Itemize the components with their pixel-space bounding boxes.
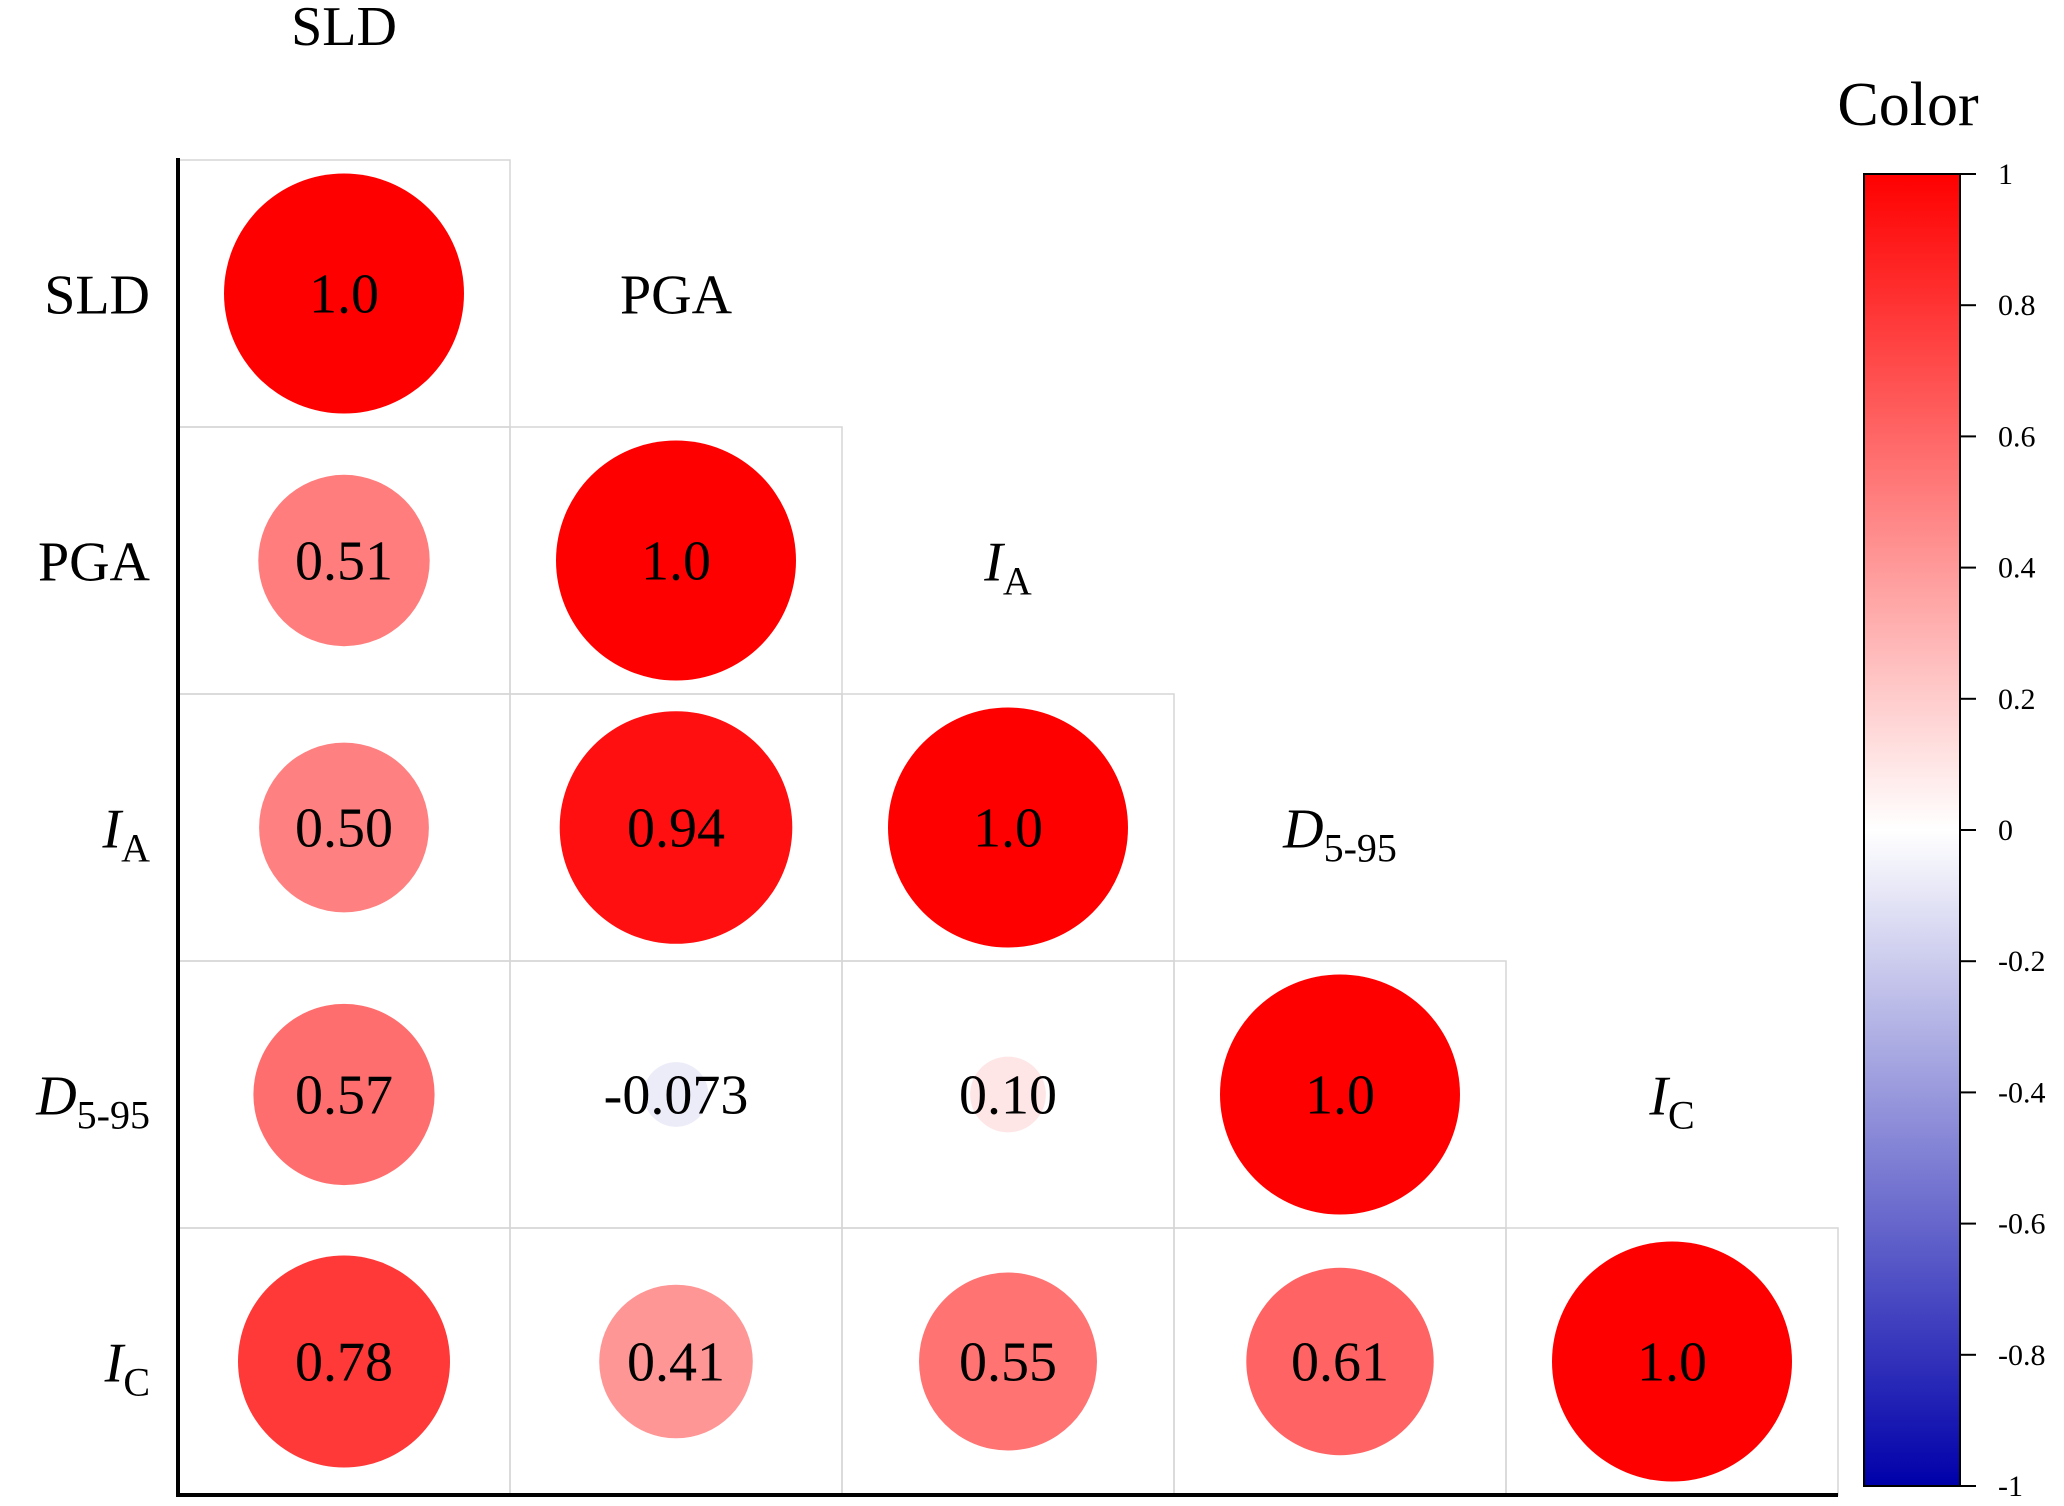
correlation-value: 0.55 bbox=[959, 1332, 1057, 1394]
colorbar-tick-label: -0.8 bbox=[1998, 1339, 2046, 1372]
colorbar-tick-label: 0.4 bbox=[1998, 552, 2036, 585]
correlation-value: -0.073 bbox=[604, 1065, 749, 1127]
axis-layer bbox=[176, 158, 1838, 1497]
correlation-value: 1.0 bbox=[309, 264, 379, 326]
diagonal-label: D5-95 bbox=[1282, 799, 1397, 871]
diagonal-label: IC bbox=[1648, 1066, 1694, 1138]
correlation-circle bbox=[919, 1272, 1097, 1451]
correlation-circle bbox=[643, 1062, 709, 1127]
correlation-value: 1.0 bbox=[1637, 1332, 1707, 1394]
diagonal-label: IA bbox=[983, 532, 1032, 604]
correlation-value: 0.41 bbox=[627, 1332, 725, 1394]
correlation-value: 0.78 bbox=[295, 1332, 393, 1394]
colorbar-tick-label: 0.2 bbox=[1998, 683, 2036, 716]
correlation-circle bbox=[1220, 974, 1460, 1215]
colorbar-tick-label: -1 bbox=[1998, 1470, 2023, 1503]
correlation-circle bbox=[599, 1284, 753, 1439]
colorbar-title: Color bbox=[1837, 71, 1979, 139]
colorbar-tick-label: 0.6 bbox=[1998, 420, 2036, 453]
correlation-circle bbox=[224, 173, 464, 414]
colorbar-ticks: 1 0.8 0.6 0.4 0.2 0 -0.2 -0.4 -0.6 -0.8 -1 bbox=[1960, 158, 2046, 1503]
correlation-value: 0.10 bbox=[959, 1065, 1057, 1127]
correlation-value: 1.0 bbox=[973, 798, 1043, 860]
row-label: PGA bbox=[38, 532, 151, 594]
row-label: SLD bbox=[44, 265, 150, 327]
colorbar-gradient bbox=[1863, 173, 1961, 1487]
correlation-value: 1.0 bbox=[641, 531, 711, 593]
colorbar-tick-label: 1 bbox=[1998, 158, 2013, 191]
diagonal-label: PGA bbox=[620, 265, 733, 327]
correlation-circle bbox=[556, 440, 796, 681]
colorbar-tick-label: -0.6 bbox=[1998, 1208, 2046, 1241]
colorbar-tick-label: 0 bbox=[1998, 814, 2013, 847]
colorbar-tick-label: 0.8 bbox=[1998, 289, 2036, 322]
correlation-value: 1.0 bbox=[1305, 1065, 1375, 1127]
correlation-circle bbox=[559, 711, 793, 944]
row-label: IA bbox=[101, 799, 150, 871]
correlation-circle bbox=[888, 707, 1128, 948]
correlation-circle bbox=[1552, 1241, 1792, 1482]
label-layer: 1.0 0.51 1.0 0.50 0.94 1.0 0.57 -0.073 0.10 1.0 0.… bbox=[35, 0, 1707, 1405]
correlation-value: 0.51 bbox=[295, 531, 393, 593]
row-label: IC bbox=[104, 1333, 150, 1405]
correlation-circle bbox=[253, 1003, 435, 1186]
diagonal-label: SLD bbox=[291, 0, 397, 58]
colorbar-tick-label: -0.2 bbox=[1998, 945, 2046, 978]
correlation-value: 0.50 bbox=[295, 798, 393, 860]
correlation-circle bbox=[238, 1255, 450, 1468]
correlation-value: 0.61 bbox=[1291, 1332, 1389, 1394]
correlation-circle bbox=[970, 1056, 1046, 1133]
row-label: D5-95 bbox=[35, 1066, 150, 1138]
circle-layer bbox=[224, 173, 1792, 1482]
correlation-circle bbox=[259, 742, 429, 913]
colorbar-tick-label: -0.4 bbox=[1998, 1076, 2046, 1109]
correlation-value: 0.94 bbox=[627, 798, 725, 860]
colorbar: Color 1 0.8 0.6 0.4 0.2 0 -0.2 -0.4 -0.6 -0.8 -1 bbox=[1837, 71, 2045, 1503]
correlation-value: 0.57 bbox=[295, 1065, 393, 1127]
correlation-circle bbox=[258, 474, 430, 647]
correlation-circle bbox=[1246, 1267, 1434, 1456]
